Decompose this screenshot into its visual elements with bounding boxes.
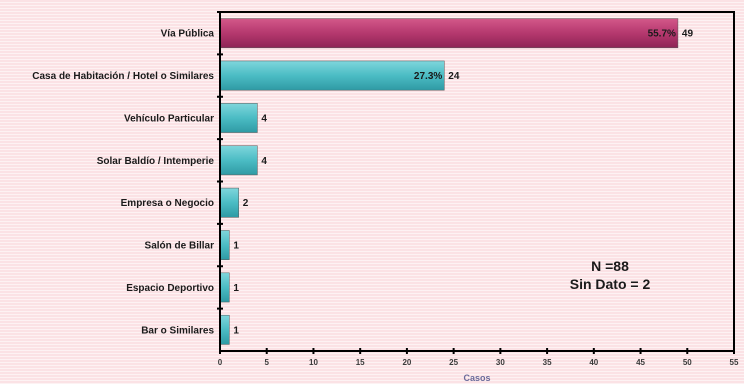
x-tick-label-11: 55: [730, 358, 739, 367]
category-label-3: Solar Baldío / Intemperie: [97, 156, 215, 167]
bar-2: [219, 103, 258, 133]
category-label-0: Vía Pública: [161, 29, 215, 40]
category-label-2: Vehículo Particular: [124, 113, 214, 124]
bar-6: [219, 272, 230, 303]
bar-0: [219, 18, 679, 49]
bar-1: [219, 60, 445, 91]
x-tick-label-9: 45: [636, 358, 645, 367]
percent-label-0: 55.7%: [648, 29, 676, 40]
value-label-7: 1: [233, 325, 239, 336]
value-label-2: 4: [261, 113, 267, 124]
x-tick-label-6: 30: [496, 358, 505, 367]
value-label-1: 24: [448, 71, 460, 82]
category-label-5: Salón de Billar: [145, 241, 215, 252]
x-tick-label-4: 20: [402, 358, 411, 367]
x-tick-label-2: 10: [309, 358, 318, 367]
x-tick-label-5: 25: [449, 358, 458, 367]
x-tick-label-7: 35: [543, 358, 552, 367]
x-tick-label-3: 15: [356, 358, 365, 367]
sample-size-annotation: N =88: [591, 258, 629, 274]
value-label-0: 49: [682, 29, 694, 40]
bar-4: [219, 187, 239, 218]
category-label-1: Casa de Habitación / Hotel o Similares: [32, 71, 214, 82]
x-tick-label-0: 0: [218, 358, 223, 367]
x-tick-label-8: 40: [589, 358, 598, 367]
x-tick-label-1: 5: [265, 358, 270, 367]
bar-3: [219, 145, 258, 176]
value-label-5: 1: [233, 241, 239, 252]
missing-data-annotation: Sin Dato = 2: [569, 276, 651, 292]
x-tick-label-10: 50: [683, 358, 692, 367]
category-label-4: Empresa o Negocio: [121, 198, 214, 209]
bar-7: [219, 314, 230, 345]
bar-5: [219, 230, 230, 260]
value-label-3: 4: [261, 156, 267, 167]
x-axis-title: Casos: [463, 373, 490, 383]
value-label-6: 1: [233, 283, 239, 294]
value-label-4: 2: [243, 198, 249, 209]
category-label-6: Espacio Deportivo: [126, 283, 214, 294]
category-label-7: Bar o Similares: [141, 325, 214, 336]
percent-label-1: 27.3%: [414, 71, 442, 82]
